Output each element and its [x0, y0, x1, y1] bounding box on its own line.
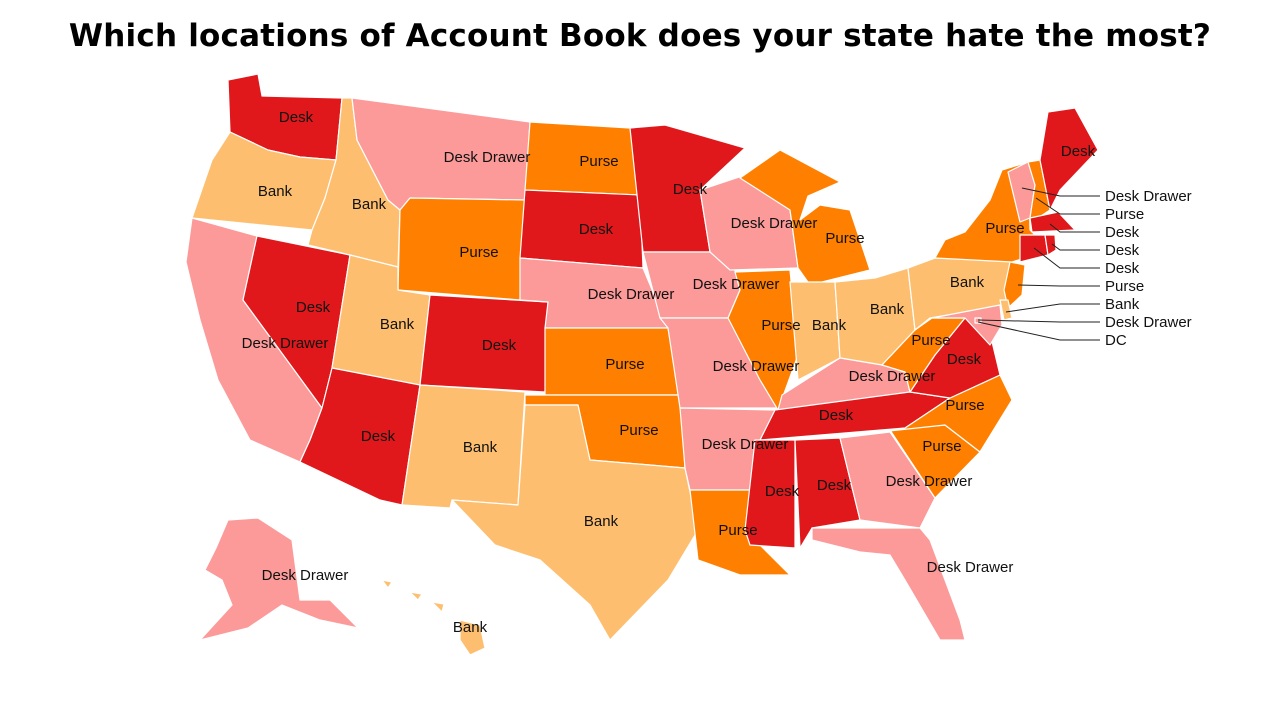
callout-label-ri: Desk	[1105, 242, 1140, 259]
state-label-il: Purse	[761, 317, 800, 334]
leader-line-ct	[1033, 247, 1100, 269]
callout-label-de: Bank	[1105, 296, 1140, 313]
state-label-tx: Bank	[584, 513, 619, 530]
state-label-me: Desk	[1061, 143, 1096, 160]
state-label-ia: Desk Drawer	[693, 276, 780, 293]
leader-line-dc	[977, 321, 1100, 341]
state-label-ms: Desk	[765, 483, 800, 500]
state-label-nv: Desk	[296, 299, 331, 316]
state-label-la: Purse	[718, 522, 757, 539]
state-label-co: Desk	[482, 337, 517, 354]
state-md[interactable]	[931, 304, 1003, 346]
leader-line-de	[1005, 303, 1100, 313]
state-label-ak: Desk Drawer	[262, 567, 349, 584]
state-label-wy: Purse	[459, 244, 498, 261]
leader-line-nj	[1017, 284, 1100, 287]
callout-label-nh: Purse	[1105, 206, 1144, 223]
state-ma[interactable]	[1029, 211, 1076, 233]
leader-line-ri	[1051, 243, 1100, 251]
state-label-nd: Purse	[579, 153, 618, 170]
state-label-sc: Purse	[922, 438, 961, 455]
state-label-ky: Desk Drawer	[849, 368, 936, 385]
state-label-az: Desk	[361, 428, 396, 445]
state-label-hi: Bank	[453, 619, 488, 636]
state-de[interactable]	[999, 299, 1013, 321]
state-label-al: Desk	[817, 477, 852, 494]
state-label-sd: Desk	[579, 221, 614, 238]
leader-line-md	[977, 319, 1100, 323]
state-label-wa: Desk	[279, 109, 314, 126]
state-label-pa: Bank	[950, 274, 985, 291]
state-fl[interactable]	[811, 527, 966, 641]
state-label-ar: Desk Drawer	[702, 436, 789, 453]
leader-line-vt	[1021, 187, 1100, 197]
state-ms[interactable]	[744, 439, 796, 549]
state-label-ca: Desk Drawer	[242, 335, 329, 352]
state-label-mt: Desk Drawer	[444, 149, 531, 166]
state-wy[interactable]	[397, 197, 526, 301]
state-label-fl: Desk Drawer	[927, 559, 1014, 576]
callout-label-dc: DC	[1105, 332, 1127, 349]
leader-line-ma	[1049, 223, 1100, 233]
state-label-wv: Purse	[911, 332, 950, 349]
state-label-oh: Bank	[870, 301, 905, 318]
state-label-in: Bank	[812, 317, 847, 334]
state-label-tn: Desk	[819, 407, 854, 424]
state-label-ny: Purse	[985, 220, 1024, 237]
callout-label-md: Desk Drawer	[1105, 314, 1192, 331]
state-label-ut: Bank	[380, 316, 415, 333]
callout-label-nj: Purse	[1105, 278, 1144, 295]
leader-line-nh	[1035, 197, 1100, 215]
callout-label-ct: Desk	[1105, 260, 1140, 277]
state-label-nm: Bank	[463, 439, 498, 456]
state-label-va: Desk	[947, 351, 982, 368]
state-label-or: Bank	[258, 183, 293, 200]
state-ri[interactable]	[1044, 234, 1057, 256]
state-label-id: Bank	[352, 196, 387, 213]
state-ak[interactable]	[199, 517, 359, 641]
state-label-ga: Desk Drawer	[886, 473, 973, 490]
state-label-wi: Desk Drawer	[731, 215, 818, 232]
state-me[interactable]	[1039, 107, 1099, 211]
state-hi[interactable]	[381, 579, 486, 656]
state-tx[interactable]	[451, 404, 699, 641]
state-al[interactable]	[794, 437, 861, 549]
state-nj[interactable]	[1003, 261, 1026, 309]
state-label-ok: Purse	[619, 422, 658, 439]
state-mi[interactable]	[739, 149, 871, 286]
state-label-mo: Desk Drawer	[713, 358, 800, 375]
state-label-mn: Desk	[673, 181, 708, 198]
state-ga[interactable]	[839, 431, 936, 529]
state-label-ks: Purse	[605, 356, 644, 373]
callout-label-vt: Desk Drawer	[1105, 188, 1192, 205]
state-label-mi: Purse	[825, 230, 864, 247]
state-label-ne: Desk Drawer	[588, 286, 675, 303]
state-label-nc: Purse	[945, 397, 984, 414]
map-title: Which locations of Account Book does you…	[68, 18, 1212, 54]
callout-label-ma: Desk	[1105, 224, 1140, 241]
